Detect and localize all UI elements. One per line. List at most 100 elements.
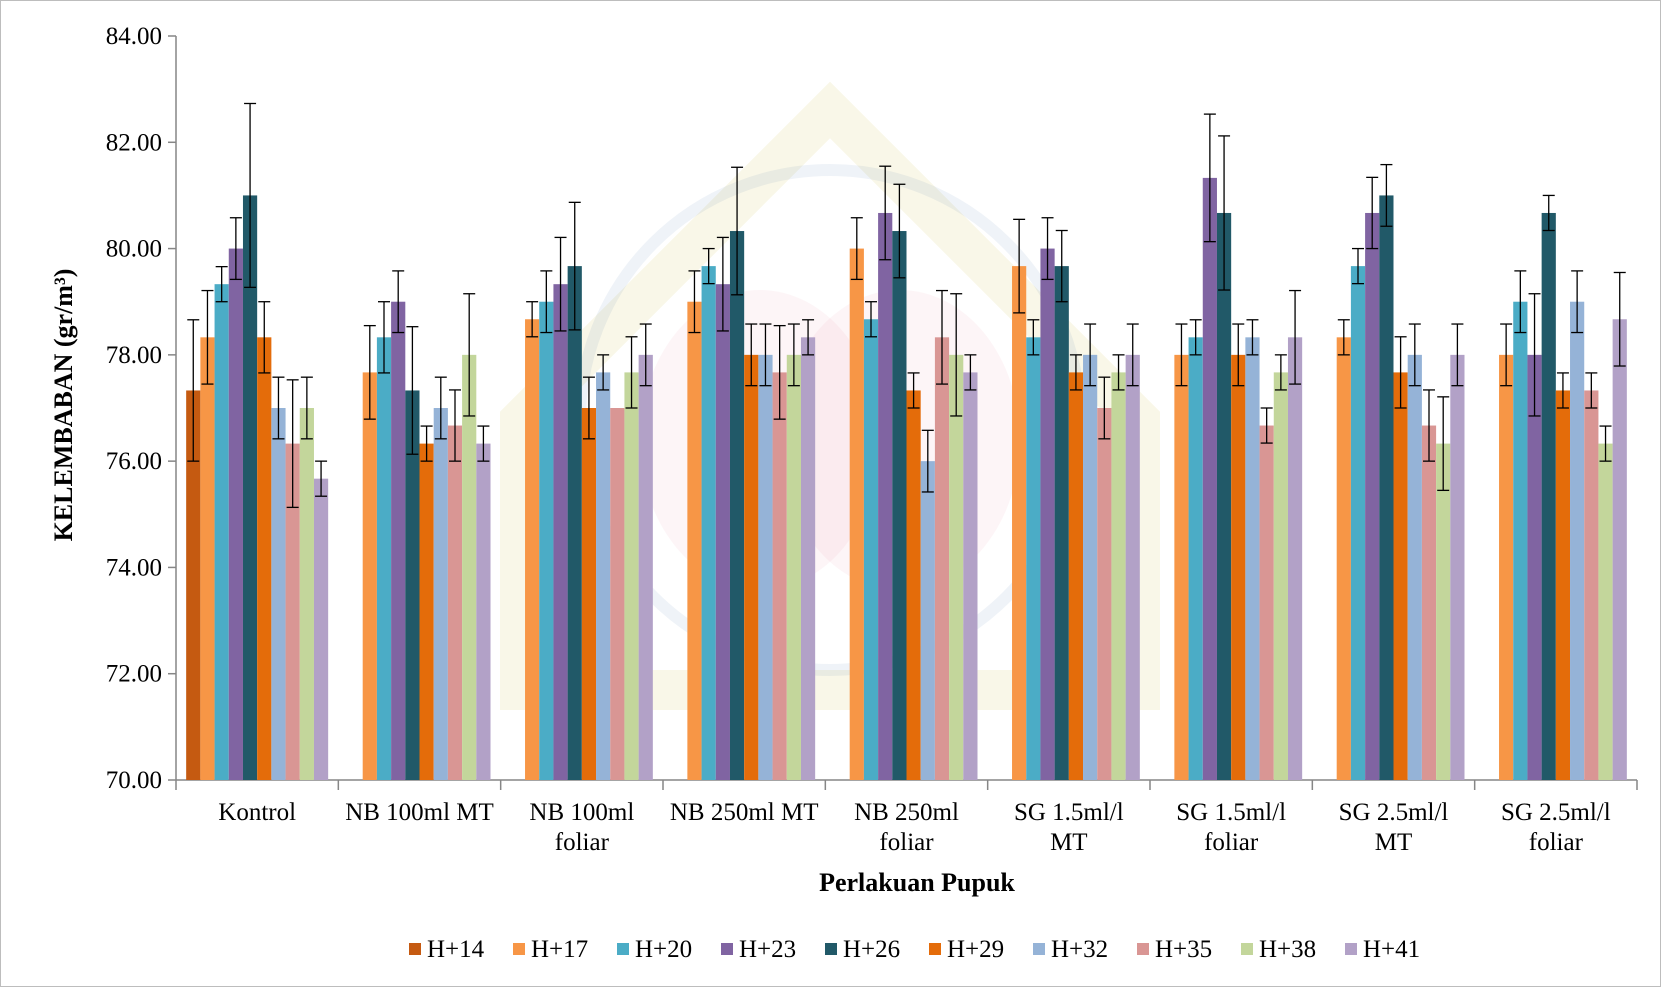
bar bbox=[1570, 301, 1585, 780]
x-category-label-line: NB 250ml MT bbox=[670, 799, 819, 826]
x-category-label-line: MT bbox=[1375, 829, 1413, 856]
bar bbox=[1584, 390, 1599, 780]
y-tick-label: 72.00 bbox=[106, 661, 162, 688]
bar bbox=[1188, 337, 1203, 780]
x-category-label-line: MT bbox=[1050, 829, 1088, 856]
bar bbox=[1541, 212, 1556, 781]
bar bbox=[800, 337, 816, 780]
bar bbox=[1026, 337, 1041, 780]
error-bars bbox=[187, 102, 1626, 509]
x-category-label-line: SG 2.5ml/l bbox=[1501, 799, 1611, 826]
bar bbox=[1350, 266, 1366, 780]
y-tick-label: 80.00 bbox=[106, 236, 162, 263]
legend-label: H+20 bbox=[635, 936, 692, 963]
x-category-label-line: SG 1.5ml/l bbox=[1014, 799, 1124, 826]
bar bbox=[581, 408, 597, 780]
bar bbox=[419, 443, 434, 780]
legend-label: H+26 bbox=[843, 936, 900, 963]
x-category-label: SG 2.5ml/l foliar bbox=[1501, 799, 1611, 856]
x-category-label-line: SG 1.5ml/l bbox=[1176, 799, 1286, 826]
bar bbox=[729, 231, 745, 780]
bar bbox=[1436, 443, 1451, 780]
legend-swatch bbox=[1137, 943, 1149, 955]
legend-label: H+32 bbox=[1051, 936, 1108, 963]
bar bbox=[610, 408, 625, 780]
x-category-label: NB 250ml foliar bbox=[854, 799, 959, 856]
bar bbox=[963, 372, 978, 780]
y-tick-label: 82.00 bbox=[106, 129, 162, 156]
y-tick-label: 70.00 bbox=[106, 767, 162, 794]
bar bbox=[1216, 212, 1232, 781]
x-axis-title: Perlakuan Pupuk bbox=[819, 868, 1015, 897]
bar bbox=[878, 212, 893, 781]
bar bbox=[186, 390, 201, 780]
y-axis: 70.00 72.00 74.00 76.00 78.00 80.00 82.00 84.00 bbox=[106, 23, 177, 794]
y-tick-label: 78.00 bbox=[106, 342, 162, 369]
bar bbox=[596, 372, 611, 780]
bar bbox=[1111, 372, 1126, 780]
bar bbox=[1421, 425, 1437, 780]
y-tick-label: 74.00 bbox=[106, 554, 162, 581]
bar bbox=[391, 301, 406, 780]
x-category-label: SG 1.5ml/l MT bbox=[1014, 799, 1124, 856]
bar bbox=[934, 337, 950, 780]
legend-swatch bbox=[1345, 943, 1357, 955]
bar bbox=[433, 408, 448, 780]
bar bbox=[299, 408, 314, 780]
bar bbox=[1083, 354, 1098, 780]
x-category-label-line: Kontrol bbox=[218, 799, 296, 826]
bar bbox=[920, 461, 935, 780]
legend-swatch bbox=[825, 943, 837, 955]
bar bbox=[1259, 425, 1274, 780]
bar bbox=[447, 425, 463, 780]
y-tick-label: 76.00 bbox=[106, 448, 162, 475]
x-category-label-line: foliar bbox=[555, 829, 610, 856]
bar bbox=[271, 408, 286, 780]
x-category-label-line: foliar bbox=[1529, 829, 1584, 856]
bar bbox=[624, 372, 639, 780]
bar bbox=[1012, 266, 1027, 780]
bar bbox=[949, 354, 964, 780]
bar bbox=[1612, 319, 1627, 780]
bar bbox=[906, 390, 921, 780]
bar bbox=[701, 266, 716, 780]
legend-label: H+38 bbox=[1259, 936, 1316, 963]
bar bbox=[405, 390, 420, 780]
bar bbox=[1245, 337, 1260, 780]
bar bbox=[1499, 354, 1514, 780]
bar bbox=[1555, 390, 1571, 780]
x-category-label: NB 100ml foliar bbox=[529, 799, 634, 856]
bar bbox=[1365, 212, 1380, 781]
bar bbox=[362, 372, 377, 780]
bar bbox=[1273, 372, 1288, 780]
x-category-label: Kontrol bbox=[218, 799, 296, 826]
bar bbox=[715, 284, 730, 780]
legend-swatch bbox=[513, 943, 525, 955]
x-category-label-line: NB 250ml bbox=[854, 799, 959, 826]
bar bbox=[1527, 354, 1542, 780]
bar bbox=[257, 337, 272, 780]
legend-label: H+17 bbox=[531, 936, 588, 963]
bar bbox=[539, 301, 554, 780]
legend-label: H+35 bbox=[1155, 936, 1212, 963]
bar bbox=[228, 248, 243, 781]
bar bbox=[462, 354, 477, 780]
bar bbox=[1202, 177, 1217, 781]
y-tick-label: 84.00 bbox=[106, 23, 162, 50]
x-category-label-line: SG 2.5ml/l bbox=[1339, 799, 1449, 826]
legend-label: H+29 bbox=[947, 936, 1004, 963]
x-category-label: NB 100ml MT bbox=[345, 799, 494, 826]
bar bbox=[1450, 354, 1465, 780]
bar bbox=[1336, 337, 1351, 780]
bar bbox=[786, 354, 801, 780]
x-category-label-line: NB 100ml bbox=[529, 799, 634, 826]
bar bbox=[200, 337, 215, 780]
x-category-label-line: foliar bbox=[1204, 829, 1259, 856]
x-category-label: SG 2.5ml/l MT bbox=[1339, 799, 1449, 856]
bar bbox=[1287, 337, 1303, 780]
bar bbox=[744, 354, 759, 780]
legend-label: H+23 bbox=[739, 936, 796, 963]
bar bbox=[1407, 354, 1422, 780]
x-category-label-line: foliar bbox=[879, 829, 934, 856]
